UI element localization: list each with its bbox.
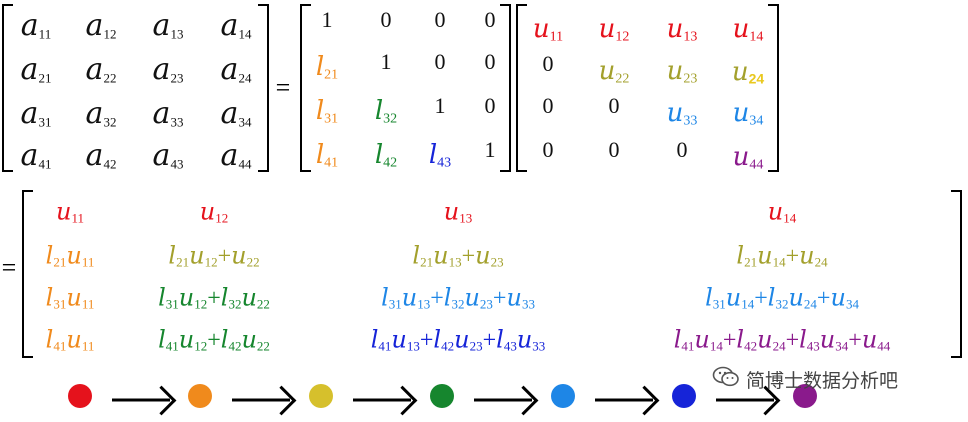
arrow-6 bbox=[716, 398, 774, 402]
a34: a34 bbox=[220, 96, 252, 131]
wechat-icon bbox=[712, 366, 740, 393]
u-zero-43: 0 bbox=[676, 137, 688, 162]
l-zero-14: 0 bbox=[484, 7, 496, 32]
l21: l21 bbox=[315, 51, 339, 83]
p-42: l41u12+l42u22 bbox=[158, 325, 270, 354]
arrow-1 bbox=[112, 398, 170, 402]
p-11: u11 bbox=[56, 197, 84, 226]
product-right-bracket bbox=[951, 190, 962, 358]
matrix-u-left-bracket bbox=[516, 4, 527, 172]
u-zero-21: 0 bbox=[542, 51, 554, 76]
a32: a32 bbox=[85, 96, 117, 131]
l-zero-34: 0 bbox=[484, 93, 496, 118]
dot-purple bbox=[793, 384, 817, 408]
dot-orange bbox=[188, 384, 212, 408]
a14: a14 bbox=[220, 8, 252, 43]
p-44: l41u14+l42u24+l43u34+u44 bbox=[673, 325, 891, 354]
p-14: u14 bbox=[767, 197, 797, 226]
equals-sign-product: = bbox=[1, 253, 17, 282]
u14: u14 bbox=[732, 13, 764, 45]
a44: a44 bbox=[220, 138, 252, 173]
p-32: l31u12+l32u22 bbox=[158, 283, 270, 312]
watermark-text: 简博士数据分析吧 bbox=[746, 370, 899, 392]
arrow-3 bbox=[353, 398, 411, 402]
l-one-3: 1 bbox=[434, 93, 446, 118]
l-zero-12: 0 bbox=[380, 7, 392, 32]
a33: a33 bbox=[152, 96, 184, 131]
u33: u33 bbox=[666, 97, 698, 129]
arrow-5 bbox=[595, 398, 653, 402]
l41: l41 bbox=[315, 139, 339, 171]
l43: l43 bbox=[428, 139, 452, 171]
u44: u44 bbox=[732, 141, 764, 173]
u23: u23 bbox=[666, 55, 698, 87]
l-zero-24: 0 bbox=[484, 49, 496, 74]
equals-sign-top: = bbox=[275, 73, 291, 102]
dot-blue bbox=[672, 384, 696, 408]
p-34: l31u14+l32u24+u34 bbox=[705, 283, 859, 312]
u24: u24 bbox=[731, 56, 765, 87]
l-zero-13: 0 bbox=[434, 7, 446, 32]
dot-green bbox=[430, 384, 454, 408]
a22: a22 bbox=[85, 52, 117, 87]
dot-sky bbox=[551, 384, 575, 408]
l-zero-23: 0 bbox=[434, 49, 446, 74]
matrix-u-right-bracket bbox=[768, 4, 779, 172]
a41: a41 bbox=[20, 138, 52, 173]
a12: a12 bbox=[85, 8, 117, 43]
p-31: l31u11 bbox=[45, 283, 95, 312]
p-23: l21u13+u23 bbox=[412, 241, 504, 270]
dot-yellow bbox=[309, 384, 333, 408]
u-zero-32: 0 bbox=[608, 93, 620, 118]
p-21: l21u11 bbox=[45, 241, 95, 270]
matrix-a-left-bracket bbox=[2, 4, 13, 172]
a11: a11 bbox=[20, 8, 52, 43]
arrow-2 bbox=[232, 398, 290, 402]
watermark: 简博士数据分析吧 bbox=[712, 366, 898, 393]
matrix-a-right-bracket bbox=[258, 4, 269, 172]
u22: u22 bbox=[598, 55, 630, 87]
matrix-l-right-bracket bbox=[500, 4, 511, 172]
u13: u13 bbox=[666, 13, 698, 45]
u-zero-42: 0 bbox=[608, 137, 620, 162]
a42: a42 bbox=[85, 138, 117, 173]
p-13: u13 bbox=[443, 197, 473, 226]
l-one-2: 1 bbox=[380, 49, 392, 74]
l31: l31 bbox=[315, 95, 339, 127]
l32: l32 bbox=[374, 95, 398, 127]
l-one-4: 1 bbox=[484, 137, 496, 162]
p-12: u12 bbox=[199, 197, 229, 226]
u-zero-41: 0 bbox=[542, 137, 554, 162]
a24: a24 bbox=[220, 52, 252, 87]
p-43: l41u13+l42u23+l43u33 bbox=[370, 325, 546, 354]
a21: a21 bbox=[20, 52, 52, 87]
l42: l42 bbox=[374, 139, 398, 171]
u11: u11 bbox=[532, 13, 564, 45]
a43: a43 bbox=[152, 138, 184, 173]
u34: u34 bbox=[732, 97, 764, 129]
p-41: l41u11 bbox=[45, 325, 95, 354]
u-zero-31: 0 bbox=[542, 93, 554, 118]
a13: a13 bbox=[152, 8, 184, 43]
arrow-4 bbox=[474, 398, 532, 402]
l-one-1: 1 bbox=[321, 7, 333, 32]
product-left-bracket bbox=[22, 190, 33, 358]
matrix-l-left-bracket bbox=[300, 4, 311, 172]
p-22: l21u12+u22 bbox=[168, 241, 260, 270]
u12: u12 bbox=[598, 13, 630, 45]
p-33: l31u13+l32u23+u33 bbox=[381, 283, 535, 312]
a31: a31 bbox=[20, 96, 52, 131]
p-24: l21u14+u24 bbox=[736, 241, 828, 270]
dot-red bbox=[68, 384, 92, 408]
a23: a23 bbox=[152, 52, 184, 87]
